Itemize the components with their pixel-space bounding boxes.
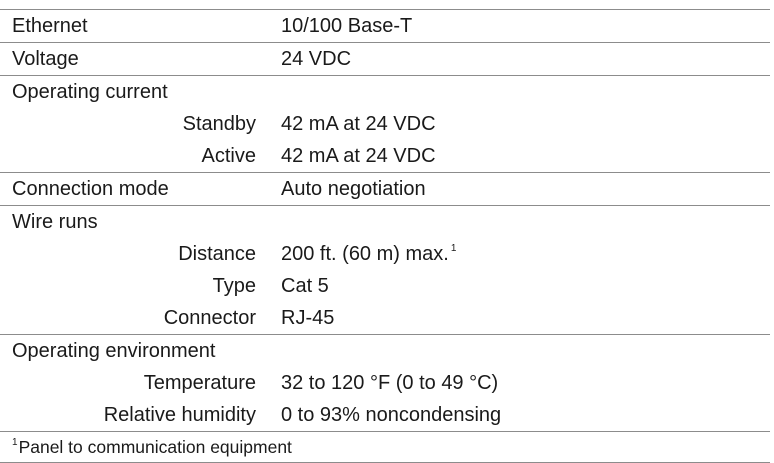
spec-sublabel: Relative humidity [103, 404, 256, 426]
table-rule [0, 75, 770, 76]
spec-value: 42 mA at 24 VDC [281, 145, 436, 167]
footnote-marker: 1 [12, 437, 18, 448]
table-rule [0, 431, 770, 432]
spec-sublabel: Type [212, 275, 256, 297]
spec-table: Ethernet 10/100 Base-T Voltage 24 VDC Op… [0, 9, 770, 463]
spec-group-operating-current: Operating current [0, 76, 770, 108]
spec-row-standby: Standby 42 mA at 24 VDC [0, 108, 770, 140]
spec-sublabel: Distance [178, 243, 256, 265]
spec-label: Connection mode [12, 178, 169, 200]
spec-value: 0 to 93% noncondensing [281, 404, 502, 426]
table-rule [0, 9, 770, 10]
spec-group-label: Wire runs [12, 211, 98, 233]
spec-value-with-footnote: 200 ft. (60 m) max. 1 [281, 238, 456, 270]
spec-value: 32 to 120 °F (0 to 49 °C) [281, 372, 499, 394]
spec-label: Voltage [12, 48, 79, 70]
spec-value: 24 VDC [281, 48, 352, 70]
table-footnote: 1Panel to communication equipment [0, 432, 770, 462]
spec-group-label: Operating environment [12, 340, 216, 362]
spec-value: Cat 5 [281, 275, 329, 297]
spec-row-connection-mode: Connection mode Auto negotiation [0, 173, 770, 205]
spec-sublabel: Temperature [143, 372, 256, 394]
spec-value: Auto negotiation [281, 178, 426, 200]
spec-group-label: Operating current [12, 81, 168, 103]
spec-row-active: Active 42 mA at 24 VDC [0, 140, 770, 172]
spec-sublabel: Connector [163, 307, 256, 329]
footnote-text: Panel to communication equipment [18, 437, 292, 457]
spec-value: 42 mA at 24 VDC [281, 113, 436, 135]
spec-sublabel: Active [201, 145, 256, 167]
spec-row-voltage: Voltage 24 VDC [0, 43, 770, 75]
spec-row-connector: Connector RJ-45 [0, 302, 770, 334]
spec-row-relative-humidity: Relative humidity 0 to 93% noncondensing [0, 399, 770, 431]
spec-sublabel: Standby [182, 113, 256, 135]
spec-row-ethernet: Ethernet 10/100 Base-T [0, 10, 770, 42]
spec-label: Ethernet [12, 15, 88, 37]
spec-value: 10/100 Base-T [281, 15, 413, 37]
spec-row-type: Type Cat 5 [0, 270, 770, 302]
spec-group-wire-runs: Wire runs [0, 206, 770, 238]
spec-row-temperature: Temperature 32 to 120 °F (0 to 49 °C) [0, 367, 770, 399]
spec-group-operating-environment: Operating environment [0, 335, 770, 367]
table-rule [0, 42, 770, 43]
footnote-marker: 1 [450, 243, 457, 254]
spec-value: 200 ft. (60 m) max. [281, 243, 449, 265]
spec-value: RJ-45 [281, 307, 335, 329]
spec-row-distance: Distance 200 ft. (60 m) max. 1 [0, 238, 770, 270]
table-rule [0, 172, 770, 173]
table-rule [0, 334, 770, 335]
table-rule [0, 205, 770, 206]
footnote-text-wrap: 1Panel to communication equipment [12, 432, 292, 462]
